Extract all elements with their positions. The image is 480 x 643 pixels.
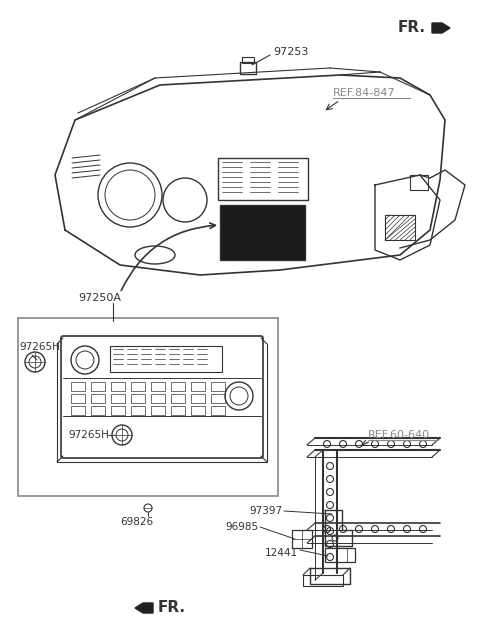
Bar xyxy=(292,530,312,548)
Bar xyxy=(91,394,105,403)
Bar xyxy=(131,394,145,403)
Bar xyxy=(211,394,225,403)
Bar xyxy=(211,382,225,391)
Text: 12441: 12441 xyxy=(265,548,298,558)
Bar xyxy=(110,346,222,372)
Text: REF.84-847: REF.84-847 xyxy=(333,88,396,98)
FancyArrow shape xyxy=(135,603,153,613)
Bar xyxy=(111,382,125,391)
Bar xyxy=(151,406,165,415)
Bar xyxy=(151,382,165,391)
Bar xyxy=(240,62,256,74)
Text: 96985: 96985 xyxy=(225,522,258,532)
Text: 97397: 97397 xyxy=(249,506,282,516)
Bar xyxy=(218,158,308,200)
Text: REF.60-640: REF.60-640 xyxy=(368,430,430,440)
Bar xyxy=(410,175,428,190)
Bar xyxy=(111,394,125,403)
Bar xyxy=(18,318,278,496)
Bar xyxy=(71,406,85,415)
Bar xyxy=(325,548,355,562)
Text: 69826: 69826 xyxy=(120,517,153,527)
Text: 97265H: 97265H xyxy=(68,430,109,440)
Text: FR.: FR. xyxy=(158,601,186,615)
Bar xyxy=(71,394,85,403)
Bar xyxy=(171,382,185,391)
Bar xyxy=(220,205,305,260)
Bar xyxy=(211,406,225,415)
FancyArrow shape xyxy=(432,23,450,33)
Bar xyxy=(131,382,145,391)
Bar xyxy=(310,568,350,584)
Bar xyxy=(131,406,145,415)
Bar xyxy=(385,215,415,240)
Text: 97265H: 97265H xyxy=(19,342,60,352)
Bar xyxy=(171,394,185,403)
Bar xyxy=(91,406,105,415)
Bar xyxy=(111,406,125,415)
Bar xyxy=(191,394,205,403)
Bar xyxy=(151,394,165,403)
Bar xyxy=(71,382,85,391)
Bar xyxy=(191,382,205,391)
Bar xyxy=(171,406,185,415)
Text: FR.: FR. xyxy=(398,21,426,35)
Text: 97253: 97253 xyxy=(273,47,308,57)
Bar xyxy=(91,382,105,391)
Text: 97250A: 97250A xyxy=(78,293,121,303)
Bar xyxy=(242,57,254,63)
Bar xyxy=(191,406,205,415)
